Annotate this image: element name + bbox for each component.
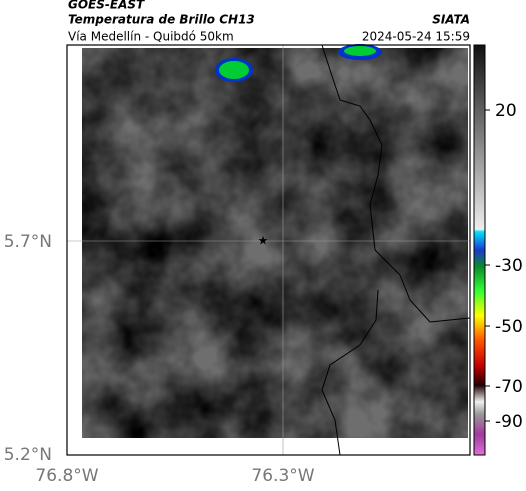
cold-cloud	[344, 46, 376, 56]
datetime: 2024-05-24 15:59	[362, 30, 470, 44]
colorbar-label: -30	[495, 256, 523, 276]
x-label: 76.8°W	[35, 466, 98, 486]
map: ★	[66, 44, 471, 456]
cold-cloud	[219, 61, 249, 79]
cloud-texture	[82, 48, 468, 438]
subtitle: Temperatura de Brillo CH13	[68, 13, 255, 27]
location-star: ★	[258, 234, 269, 248]
y-label: 5.2°N	[4, 445, 52, 465]
source: SIATA	[432, 13, 470, 27]
colorbar: 20 -30 -50 -70 -90	[473, 44, 523, 456]
colorbar-label: -90	[495, 412, 523, 432]
colorbar-label: -70	[495, 377, 523, 397]
title: GOES-EAST	[68, 0, 145, 12]
border	[321, 44, 471, 323]
colorbar-label: -50	[495, 317, 523, 337]
map-frame	[66, 44, 471, 456]
y-label: 5.7°N	[4, 232, 52, 252]
colorbar-label: 20	[495, 101, 517, 121]
x-label: 76.3°W	[251, 466, 314, 486]
border	[321, 289, 379, 456]
colorbar-scale	[473, 44, 486, 456]
route: Vía Medellín - Quibdó 50km	[68, 30, 234, 44]
